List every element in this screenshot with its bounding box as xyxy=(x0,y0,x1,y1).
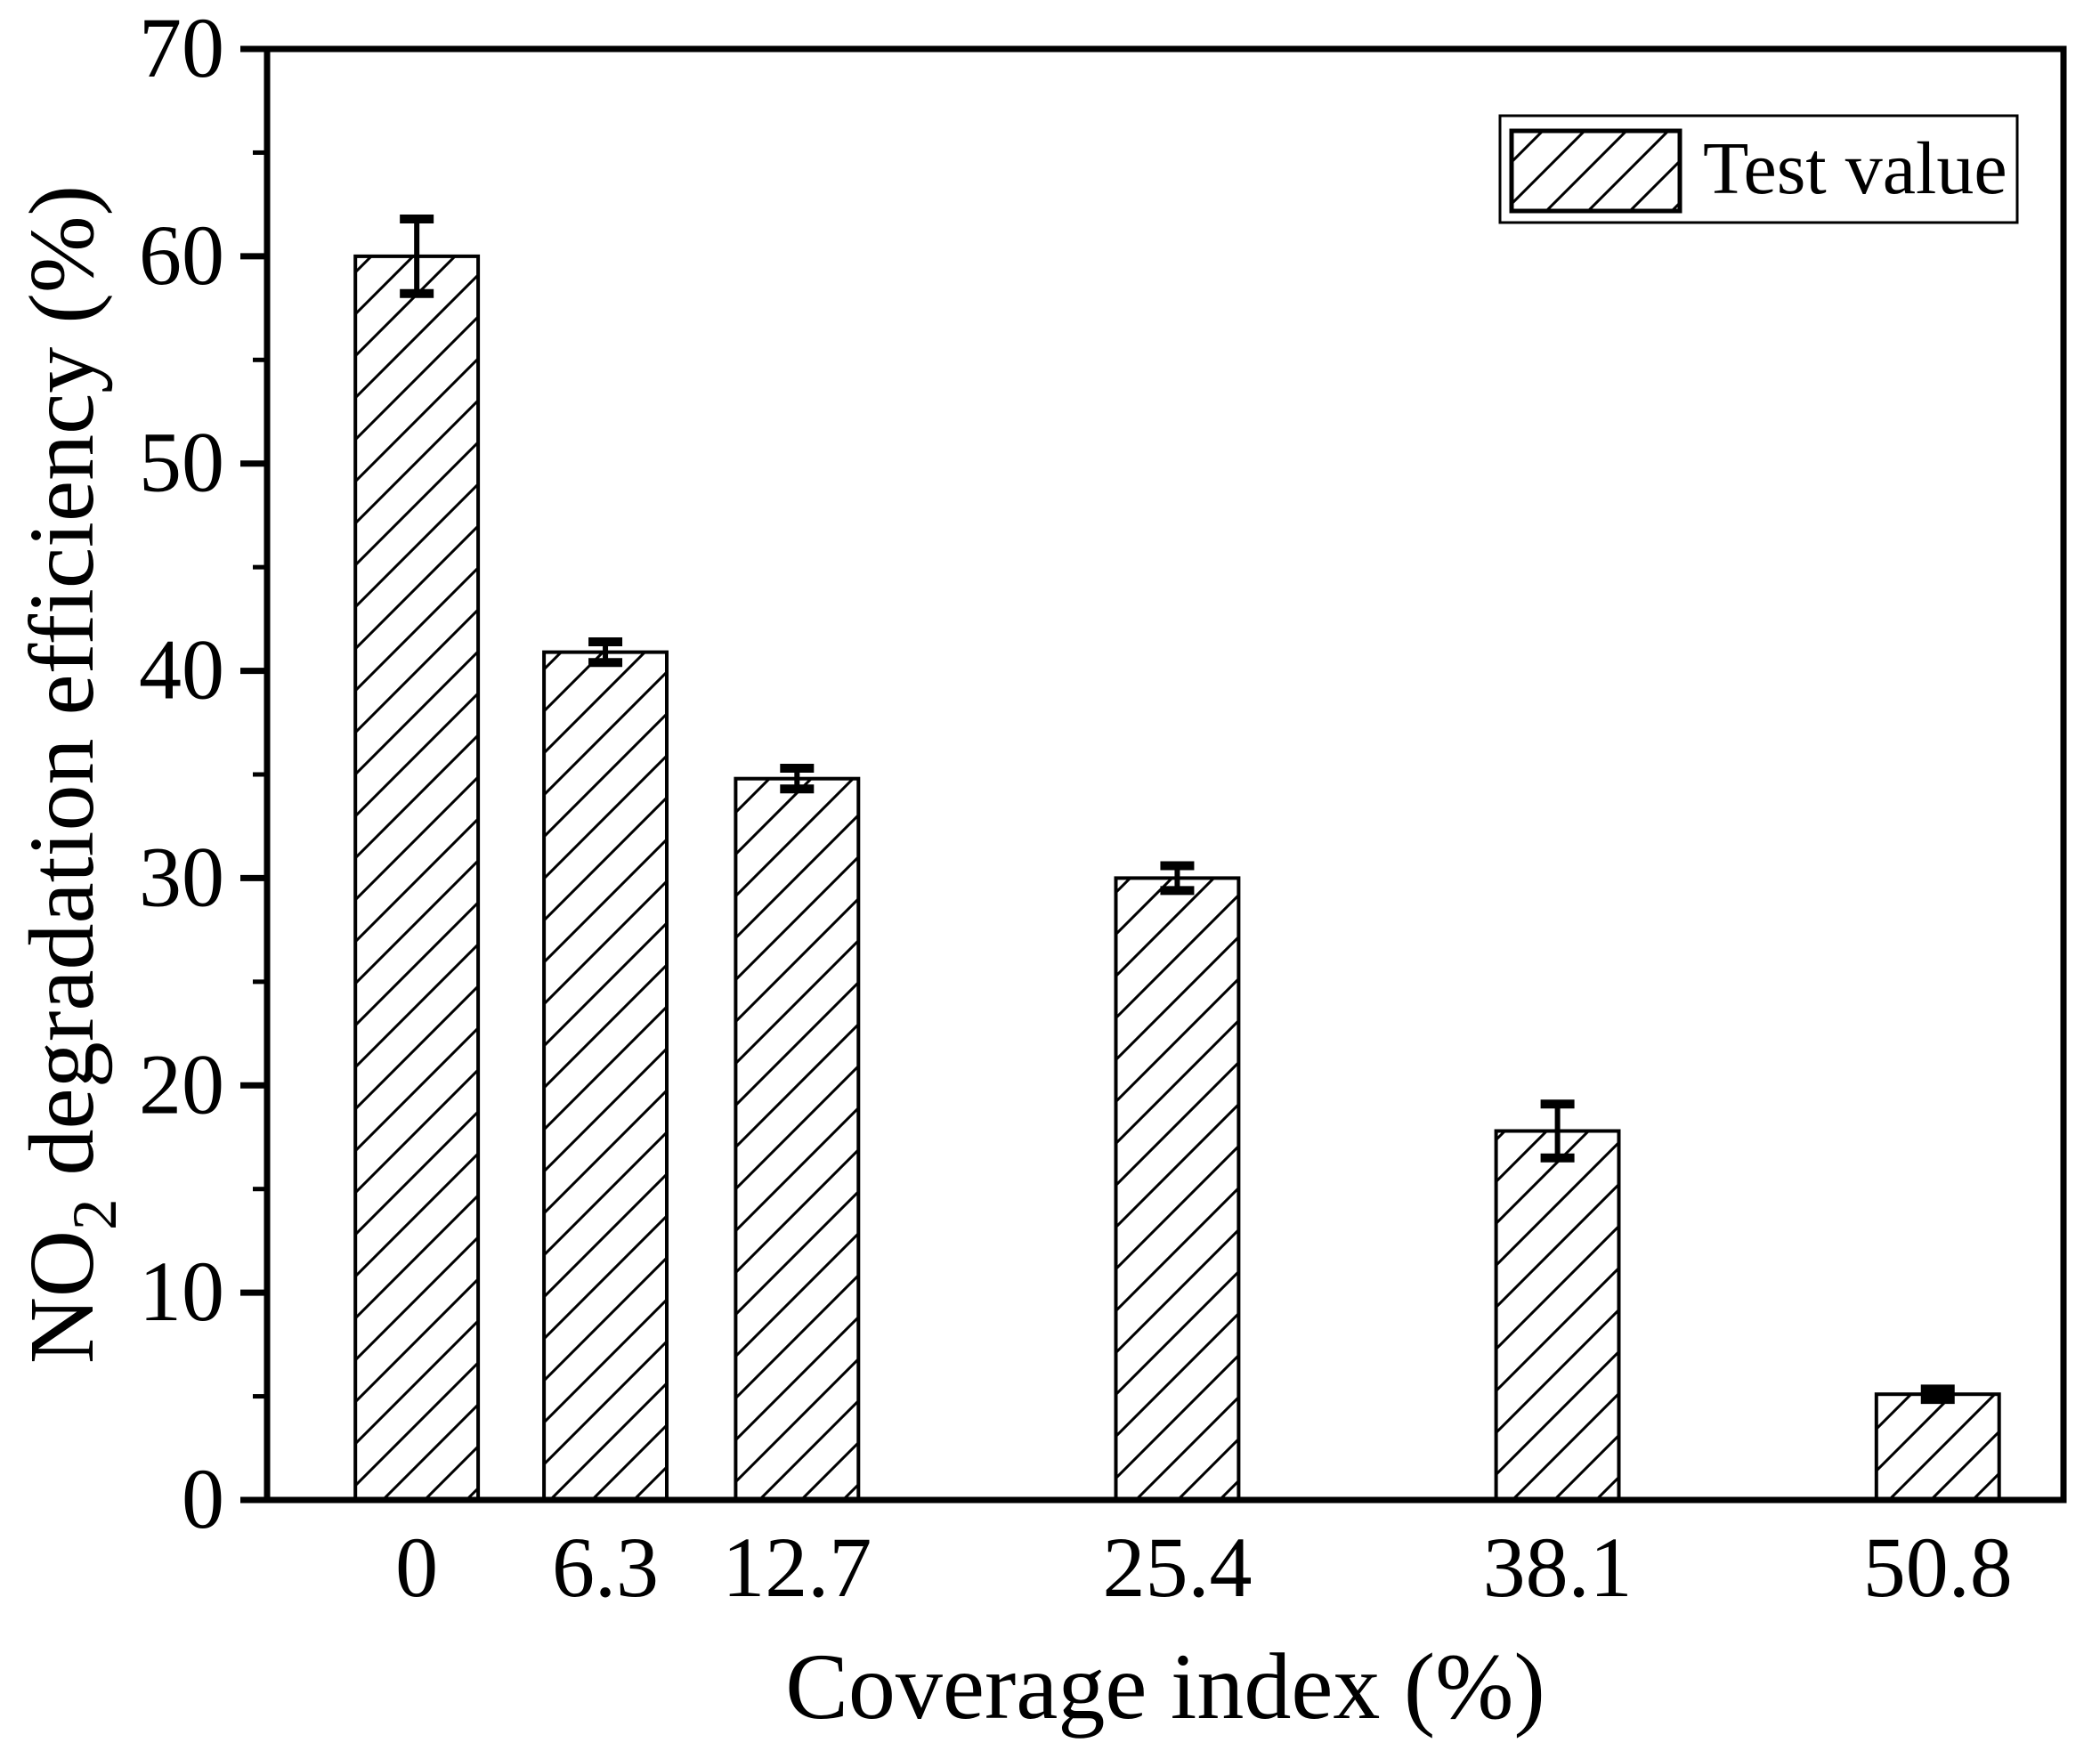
bar-6.3 xyxy=(542,650,669,1502)
y-axis-title: NO2 degradation efficiency (%) xyxy=(11,185,130,1364)
y-tick-label: 20 xyxy=(139,1036,224,1131)
x-tick-label: 25.4 xyxy=(1102,1520,1252,1615)
y-tick-label: 60 xyxy=(139,207,224,303)
y-tick-label: 40 xyxy=(139,622,224,717)
x-tick-label: 50.8 xyxy=(1863,1520,2013,1615)
y-tick-label: 70 xyxy=(139,0,224,95)
bar-50.8 xyxy=(1874,1392,2001,1502)
y-tick-label: 50 xyxy=(139,415,224,510)
error-bars-group xyxy=(400,214,1955,1405)
bar-38.1 xyxy=(1494,1129,1621,1502)
x-tick-label: 38.1 xyxy=(1483,1520,1633,1615)
y-tick-label: 30 xyxy=(139,829,224,924)
y-tick-label: 10 xyxy=(139,1244,224,1339)
y-axis-ticks: 0 10 20 30 40 50 60 70 xyxy=(139,0,267,1546)
bar-12.7 xyxy=(734,776,861,1502)
bar-0 xyxy=(353,254,481,1502)
x-tick-label: 12.7 xyxy=(722,1520,872,1615)
legend-label: Test value xyxy=(1703,127,2007,210)
x-tick-label: 0 xyxy=(395,1520,438,1615)
y-tick-label: 0 xyxy=(182,1451,224,1546)
x-axis-title: Coverage index (%) xyxy=(785,1634,1545,1739)
bar-25.4 xyxy=(1114,876,1241,1502)
x-tick-label: 6.3 xyxy=(552,1520,659,1615)
legend: Test value xyxy=(1498,114,2019,224)
x-axis-labels: 0 6.3 12.7 25.4 38.1 50.8 xyxy=(395,1520,2013,1615)
legend-hatch-swatch xyxy=(1509,128,1682,214)
